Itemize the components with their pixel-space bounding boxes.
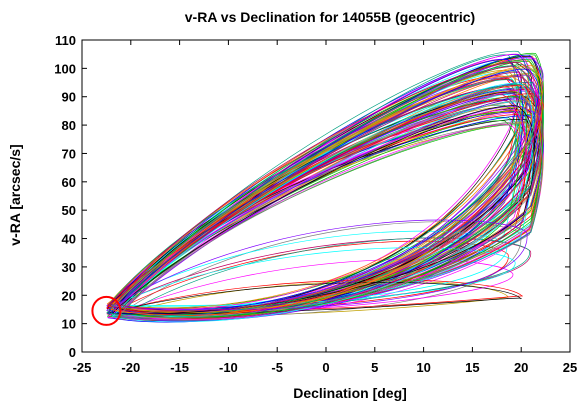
data-series-line — [117, 106, 522, 320]
x-tick-label: -15 — [170, 360, 189, 375]
y-tick-label: 40 — [62, 232, 76, 247]
y-tick-label: 60 — [62, 175, 76, 190]
data-series-line — [107, 282, 522, 314]
x-tick-label: -20 — [121, 360, 140, 375]
data-series-line — [118, 59, 544, 318]
data-curves — [106, 51, 544, 323]
x-tick-label: 0 — [322, 360, 329, 375]
data-series-line — [111, 105, 536, 315]
x-tick-label: -25 — [73, 360, 92, 375]
data-series-line — [115, 62, 539, 312]
data-series-line — [111, 68, 539, 315]
y-tick-label: 30 — [62, 260, 76, 275]
y-axis-label: v-RA [arcsec/s] — [7, 144, 23, 245]
chart-title: v-RA vs Declination for 14055B (geocentr… — [185, 9, 475, 25]
x-tick-label: -10 — [219, 360, 238, 375]
x-tick-label: 5 — [371, 360, 378, 375]
y-tick-label: 110 — [55, 33, 76, 48]
y-tick-label: 100 — [54, 61, 76, 76]
data-series-line — [118, 76, 543, 319]
x-tick-label: -5 — [271, 360, 283, 375]
data-series-line — [119, 121, 543, 318]
x-tick-label: 20 — [514, 360, 528, 375]
red-marker-circle — [91, 295, 122, 326]
x-tick-label: 10 — [416, 360, 430, 375]
data-series-line — [113, 219, 528, 310]
axis-ticks: -25 -20 -15 -10 -5 0 5 10 15 20 25 0 10 20 30 40 50 60 70 8… — [54, 33, 577, 375]
y-tick-label: 50 — [62, 203, 76, 218]
y-tick-label: 10 — [62, 317, 76, 332]
data-series-line — [110, 65, 543, 316]
x-axis-label: Declination [deg] — [293, 385, 407, 401]
data-series-line — [107, 109, 544, 310]
data-series-line — [106, 92, 534, 310]
x-tick-label: 15 — [465, 360, 479, 375]
y-tick-label: 90 — [62, 90, 76, 105]
data-series-line — [113, 90, 542, 315]
data-series-line — [107, 59, 523, 321]
y-tick-label: 0 — [69, 345, 76, 360]
y-tick-label: 80 — [62, 118, 76, 133]
data-series-line — [112, 82, 534, 323]
data-series-line — [113, 72, 527, 317]
y-tick-label: 20 — [62, 288, 76, 303]
data-series-line — [106, 65, 536, 316]
x-tick-label: 25 — [563, 360, 577, 375]
y-tick-label: 70 — [62, 146, 76, 161]
data-series-line — [114, 105, 540, 314]
